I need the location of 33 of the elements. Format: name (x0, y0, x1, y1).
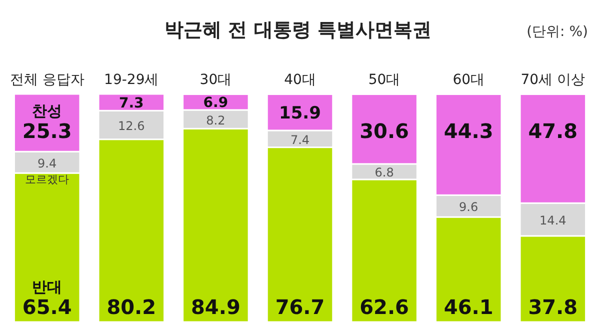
x-tick-label: 70세 이상 (520, 72, 586, 88)
x-tick-label: 30대 (200, 72, 232, 88)
x-tick-label: 60대 (452, 72, 485, 88)
data-label: 15.9 (279, 103, 321, 124)
x-tick-label: 40대 (284, 72, 316, 88)
data-label: 6.8 (374, 166, 394, 180)
data-label: 84.9 (191, 295, 240, 319)
data-label: 7.4 (290, 132, 310, 147)
data-label: 37.8 (528, 295, 578, 319)
data-label: 62.6 (360, 295, 409, 319)
data-label: 6.9 (203, 95, 228, 112)
data-label: 44.3 (444, 119, 494, 144)
data-label: 65.4 (22, 295, 72, 319)
chart-title: 박근혜 전 대통령 특별사면복권 (164, 19, 432, 41)
data-label: 7.3 (118, 95, 144, 112)
data-label: 14.4 (540, 214, 566, 228)
data-label: 76.7 (275, 295, 325, 319)
text: (단위: %) (526, 24, 588, 40)
data-label: 9.4 (38, 156, 57, 170)
series-label: 반대 (32, 278, 62, 296)
data-label: 25.3 (22, 119, 72, 143)
data-label: 9.6 (459, 200, 478, 214)
data-label: 8.2 (206, 113, 226, 128)
data-label: 80.2 (106, 295, 156, 319)
x-tick-label: 50대 (368, 72, 400, 88)
x-tick-label: 전체 응답자 (10, 72, 84, 88)
series-label: 모르겠다 (25, 173, 70, 186)
data-label: 46.1 (444, 295, 494, 319)
data-label: 47.8 (528, 119, 578, 144)
x-tick-label: 19-29세 (104, 72, 159, 88)
data-label: 12.6 (118, 118, 145, 133)
data-label: 30.6 (360, 119, 409, 144)
series-label: 찬성 (32, 102, 62, 120)
